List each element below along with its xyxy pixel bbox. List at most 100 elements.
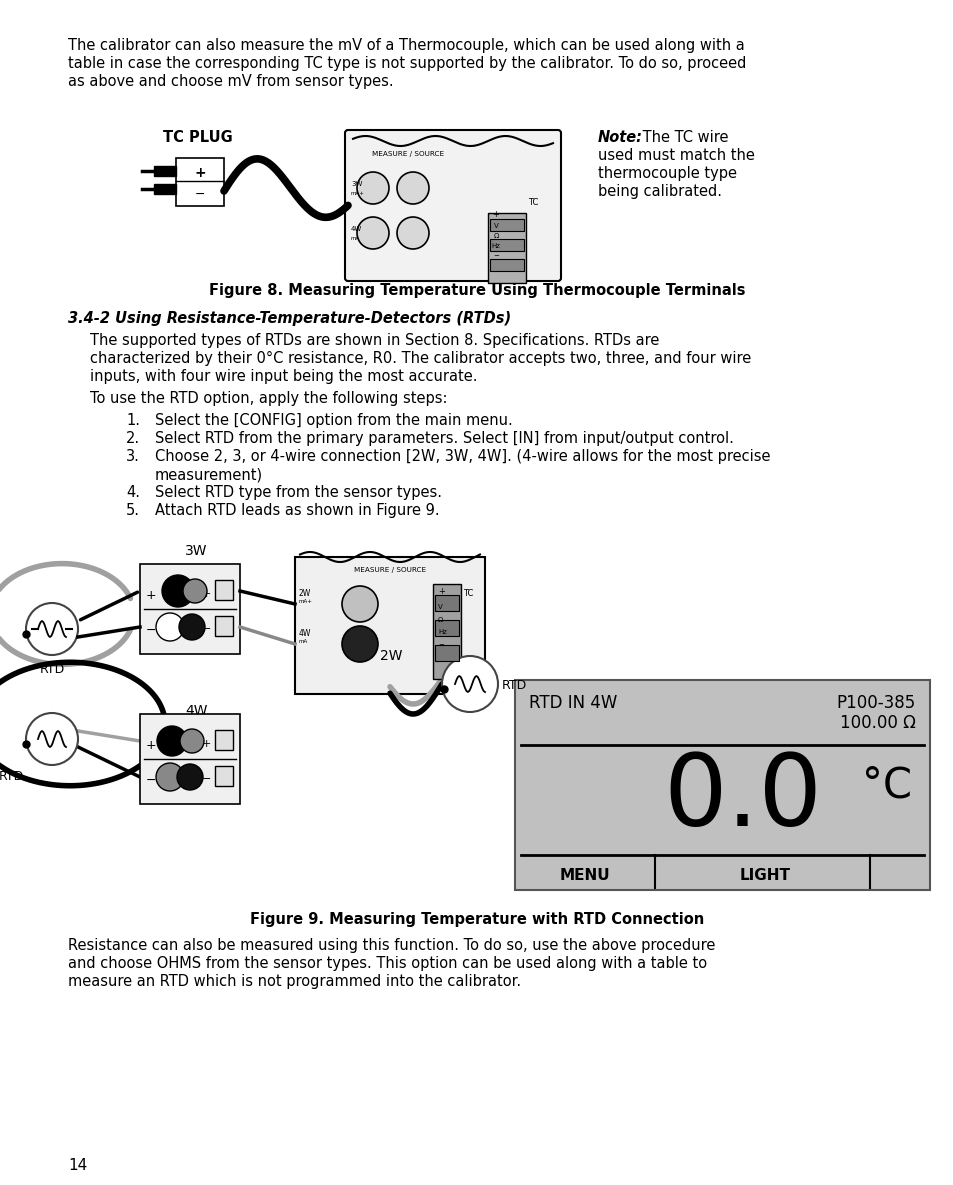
Text: +: +: [437, 587, 444, 596]
Bar: [140, 715, 240, 803]
Text: table in case the corresponding TC type is not supported by the calibrator. To d: table in case the corresponding TC type …: [68, 56, 745, 71]
Bar: [490, 239, 523, 251]
Circle shape: [396, 217, 429, 249]
Text: 2W: 2W: [298, 589, 311, 598]
Text: V: V: [437, 604, 442, 610]
Bar: [214, 730, 233, 750]
Text: RTD: RTD: [0, 770, 24, 783]
Bar: [435, 595, 458, 611]
Bar: [488, 213, 525, 283]
Text: Note:: Note:: [598, 130, 642, 145]
Text: +: +: [194, 166, 206, 180]
Text: −: −: [146, 624, 156, 638]
Text: RTD: RTD: [501, 679, 527, 692]
Text: Ω: Ω: [493, 233, 498, 239]
Text: mA: mA: [351, 236, 360, 241]
Text: +: +: [146, 589, 156, 602]
Text: −: −: [493, 254, 498, 260]
Text: characterized by their 0°C resistance, R0. The calibrator accepts two, three, an: characterized by their 0°C resistance, R…: [90, 351, 750, 366]
Text: Attach RTD leads as shown in Figure 9.: Attach RTD leads as shown in Figure 9.: [154, 502, 439, 518]
Bar: [435, 620, 458, 636]
Circle shape: [156, 613, 184, 641]
Text: 4W: 4W: [185, 704, 208, 718]
Bar: [214, 766, 233, 786]
Text: and choose OHMS from the sensor types. This option can be used along with a tabl: and choose OHMS from the sensor types. T…: [68, 956, 706, 971]
Text: MEASURE / SOURCE: MEASURE / SOURCE: [372, 150, 443, 156]
Text: 3W: 3W: [185, 544, 208, 558]
Text: To use the RTD option, apply the following steps:: To use the RTD option, apply the followi…: [90, 391, 447, 406]
Text: +: +: [492, 210, 499, 219]
Circle shape: [356, 172, 389, 204]
Text: +: +: [202, 739, 212, 749]
Bar: [435, 645, 458, 661]
Text: −: −: [202, 774, 212, 784]
Bar: [433, 584, 460, 679]
Bar: [140, 564, 240, 654]
Text: MEASURE / SOURCE: MEASURE / SOURCE: [354, 566, 426, 574]
Text: MENU: MENU: [559, 867, 610, 883]
Text: Hz: Hz: [491, 243, 500, 249]
Text: −: −: [194, 188, 205, 201]
Bar: [214, 579, 233, 600]
Text: 3.: 3.: [126, 449, 140, 465]
Text: Select RTD type from the sensor types.: Select RTD type from the sensor types.: [154, 485, 441, 500]
Text: Ω: Ω: [437, 617, 443, 623]
Circle shape: [26, 713, 78, 766]
Text: RTD IN 4W: RTD IN 4W: [529, 694, 617, 712]
Text: LIGHT: LIGHT: [739, 867, 790, 883]
Bar: [490, 219, 523, 231]
Text: mA+: mA+: [298, 598, 313, 604]
Text: 4W: 4W: [351, 226, 362, 232]
Text: +: +: [202, 589, 212, 598]
Bar: [515, 680, 929, 890]
Text: inputs, with four wire input being the most accurate.: inputs, with four wire input being the m…: [90, 369, 477, 384]
Text: −: −: [437, 642, 443, 648]
Bar: [153, 184, 175, 194]
Circle shape: [156, 763, 184, 792]
Circle shape: [356, 217, 389, 249]
Text: measure an RTD which is not programmed into the calibrator.: measure an RTD which is not programmed i…: [68, 974, 520, 989]
Circle shape: [26, 603, 78, 655]
Text: V: V: [493, 223, 497, 229]
Text: RTD: RTD: [39, 662, 65, 675]
Circle shape: [179, 614, 205, 640]
Text: −: −: [146, 774, 156, 787]
Text: +: +: [146, 739, 156, 752]
Text: Figure 8. Measuring Temperature Using Thermocouple Terminals: Figure 8. Measuring Temperature Using Th…: [209, 283, 744, 297]
Text: mA+: mA+: [351, 191, 365, 196]
Text: Figure 9. Measuring Temperature with RTD Connection: Figure 9. Measuring Temperature with RTD…: [250, 912, 703, 927]
Circle shape: [157, 726, 187, 756]
Text: 2W: 2W: [379, 649, 402, 662]
Text: P100-385: P100-385: [836, 694, 915, 712]
Text: The TC wire: The TC wire: [638, 130, 728, 145]
Text: 14: 14: [68, 1158, 87, 1173]
Circle shape: [183, 579, 207, 603]
Bar: [175, 158, 224, 206]
Text: 4.: 4.: [126, 485, 140, 500]
Text: The supported types of RTDs are shown in Section 8. Specifications. RTDs are: The supported types of RTDs are shown in…: [90, 333, 659, 348]
Text: TC: TC: [462, 589, 473, 598]
Text: 5.: 5.: [126, 502, 140, 518]
Circle shape: [341, 587, 377, 622]
Text: Select the [CONFIG] option from the main menu.: Select the [CONFIG] option from the main…: [154, 414, 512, 428]
Bar: [294, 557, 484, 694]
Text: 100.00 Ω: 100.00 Ω: [840, 715, 915, 732]
Bar: [490, 260, 523, 271]
Circle shape: [341, 626, 377, 662]
Text: −: −: [202, 624, 212, 634]
Text: The calibrator can also measure the mV of a Thermocouple, which can be used alon: The calibrator can also measure the mV o…: [68, 38, 744, 53]
Text: 1.: 1.: [126, 414, 140, 428]
Text: thermocouple type: thermocouple type: [598, 166, 737, 181]
Text: Hz: Hz: [437, 629, 446, 635]
Text: mA: mA: [298, 639, 308, 643]
FancyBboxPatch shape: [345, 130, 560, 281]
Text: °C: °C: [862, 766, 911, 807]
Text: being calibrated.: being calibrated.: [598, 184, 721, 199]
Text: TC PLUG: TC PLUG: [163, 130, 233, 145]
Text: 4W: 4W: [298, 629, 311, 638]
Text: measurement): measurement): [154, 467, 263, 482]
Text: Choose 2, 3, or 4-wire connection [2W, 3W, 4W]. (4-wire allows for the most prec: Choose 2, 3, or 4-wire connection [2W, 3…: [154, 449, 770, 465]
Text: Resistance can also be measured using this function. To do so, use the above pro: Resistance can also be measured using th…: [68, 939, 715, 953]
Circle shape: [162, 575, 193, 607]
Text: as above and choose mV from sensor types.: as above and choose mV from sensor types…: [68, 73, 394, 89]
